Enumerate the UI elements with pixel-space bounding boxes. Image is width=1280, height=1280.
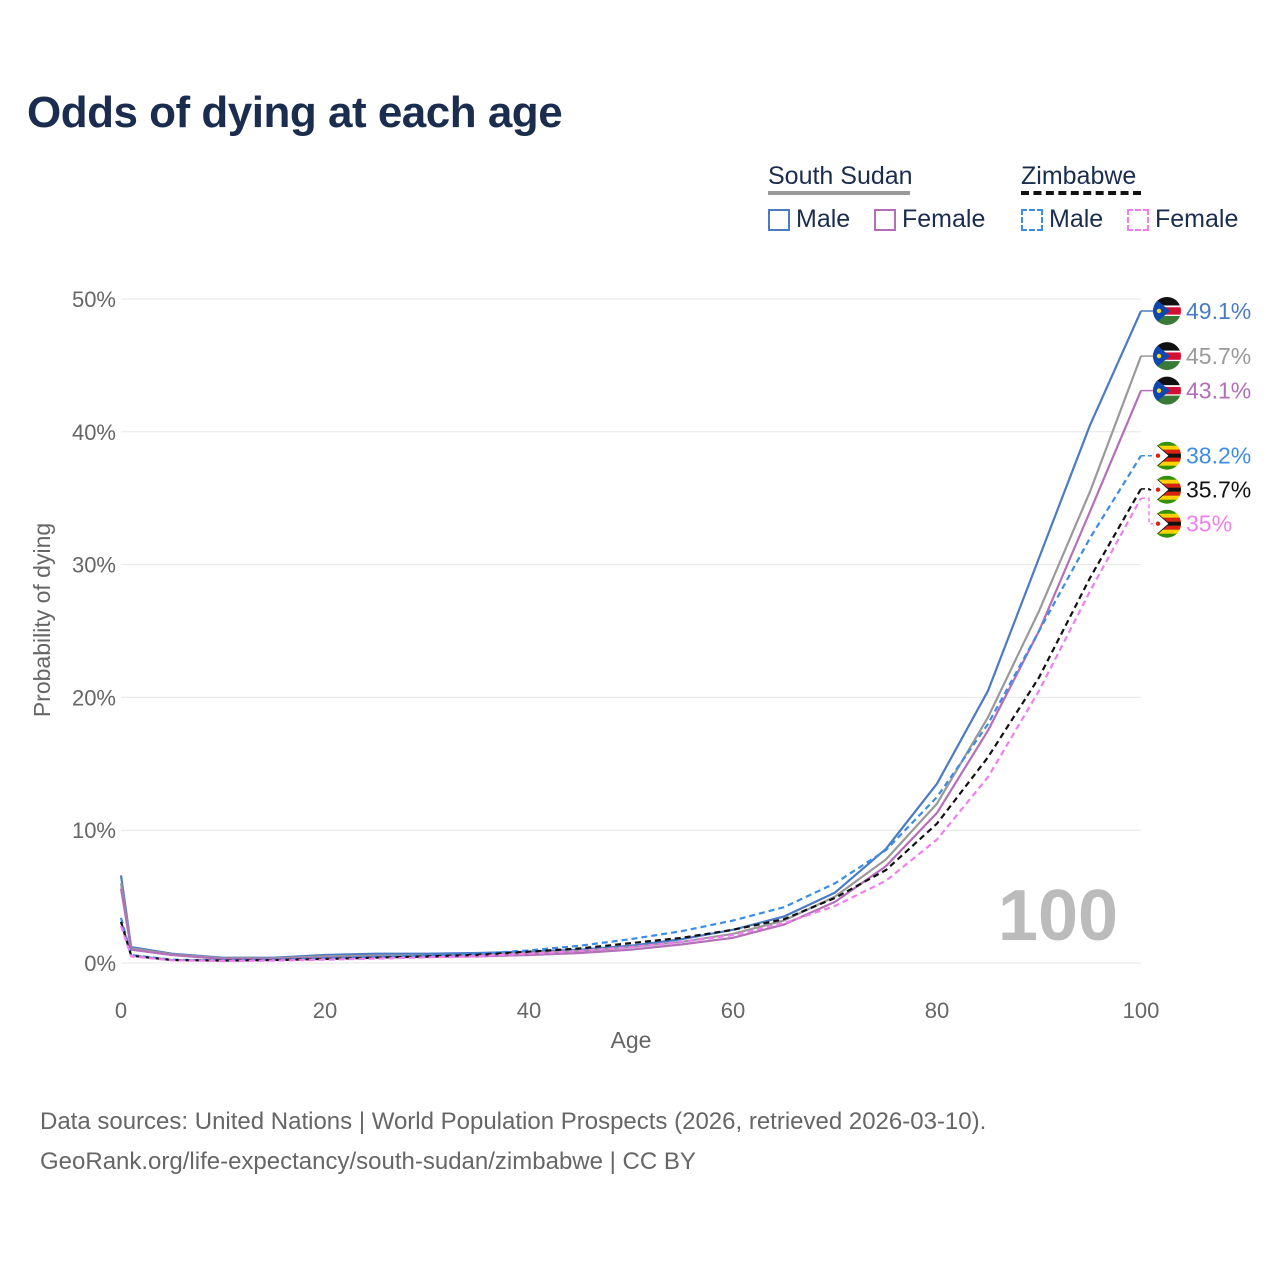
series-line-south-sudan-female[interactable]	[119, 390, 1143, 961]
year-watermark: 100	[998, 876, 1118, 956]
end-value-label: 35%	[1186, 511, 1232, 537]
y-tick-label: 40%	[72, 420, 116, 445]
x-tick-label: 20	[313, 998, 337, 1023]
y-axis-label: Probability of dying	[29, 523, 55, 717]
x-tick-label: 40	[517, 998, 541, 1023]
series-line-zimbabwe-female[interactable]	[119, 497, 1142, 963]
end-value-label: 45.7%	[1186, 343, 1251, 369]
legend-item-zimbabwe-male[interactable]: Male	[1021, 205, 1103, 234]
end-connector	[1141, 488, 1155, 491]
y-axis: 0% 10% 20% 30% 40% 50%	[72, 287, 116, 976]
zimbabwe-flag-icon	[1152, 509, 1182, 539]
legend-item-south-sudan-female[interactable]: Female	[874, 205, 985, 234]
series-line-zimbabwe-both[interactable]	[119, 488, 1142, 962]
grid-lines	[121, 298, 1141, 964]
y-tick-label: 50%	[72, 287, 116, 312]
legend-label: Female	[1155, 205, 1239, 233]
end-value-label: 43.1%	[1186, 378, 1251, 404]
legend-swatch	[874, 208, 896, 231]
x-tick-label: 60	[721, 998, 745, 1023]
x-tick-label: 80	[925, 998, 949, 1023]
end-labels: 49.1% 45.7% 43.1% 38.2% 35.7% 35%	[1141, 296, 1251, 539]
end-value-label: 49.1%	[1186, 298, 1251, 324]
legend-label: Male	[796, 205, 851, 233]
legend-item-zimbabwe-female[interactable]: Female	[1127, 205, 1238, 234]
zimbabwe-flag-icon	[1152, 475, 1182, 505]
legend-label: Male	[1049, 205, 1104, 233]
footer-sources: Data sources: United Nations | World Pop…	[40, 1108, 987, 1135]
series-group	[119, 310, 1143, 963]
y-tick-label: 20%	[72, 685, 116, 710]
south-sudan-flag-icon	[1152, 376, 1182, 406]
legend-country-zimbabwe: Zimbabwe	[1021, 162, 1137, 190]
legend-item-south-sudan-male[interactable]: Male	[768, 205, 850, 234]
south-sudan-flag-icon	[1152, 296, 1182, 326]
x-tick-label: 100	[1123, 998, 1160, 1023]
x-axis: 0 20 40 60 80 100	[115, 998, 1159, 1023]
legend-line-south-sudan	[768, 191, 910, 195]
legend-swatch	[1127, 208, 1149, 231]
chart-title: Odds of dying at each age	[27, 88, 563, 137]
legend-label: Female	[902, 205, 986, 233]
footer-url: GeoRank.org/life-expectancy/south-sudan/…	[40, 1148, 696, 1175]
series-line-south-sudan-both[interactable]	[119, 355, 1143, 960]
legend-line-zimbabwe	[1021, 191, 1141, 195]
zimbabwe-flag-icon	[1152, 441, 1182, 471]
y-tick-label: 10%	[72, 818, 116, 843]
legend-swatch	[1021, 208, 1043, 231]
x-tick-label: 0	[115, 998, 127, 1023]
south-sudan-flag-icon	[1152, 341, 1182, 371]
series-line-south-sudan-male[interactable]	[119, 310, 1143, 959]
end-value-label: 38.2%	[1186, 443, 1251, 469]
y-tick-label: 30%	[72, 553, 116, 578]
x-axis-label: Age	[611, 1027, 652, 1053]
legend-country-south-sudan: South Sudan	[768, 162, 913, 190]
y-tick-label: 0%	[84, 951, 116, 976]
end-connector	[1141, 497, 1155, 525]
end-value-label: 35.7%	[1186, 477, 1251, 503]
series-line-zimbabwe-male[interactable]	[119, 455, 1142, 962]
legend-swatch	[768, 208, 790, 231]
